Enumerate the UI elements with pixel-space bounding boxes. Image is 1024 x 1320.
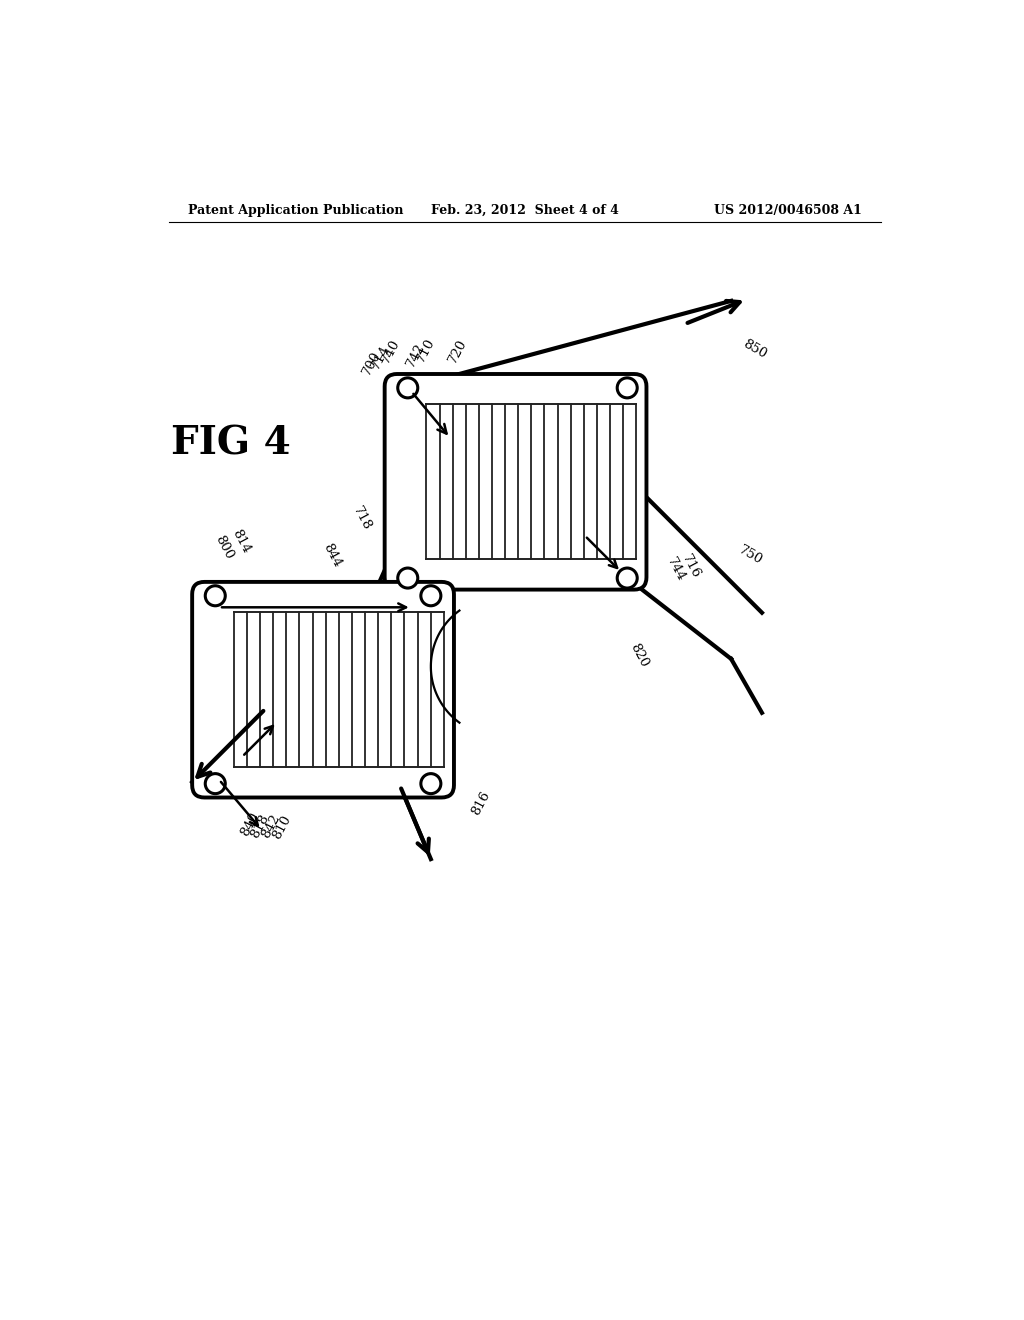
Text: 800: 800 <box>213 533 237 561</box>
Text: 714: 714 <box>369 343 392 371</box>
Circle shape <box>421 586 441 606</box>
Text: 850: 850 <box>740 338 768 362</box>
Text: 840: 840 <box>239 810 261 838</box>
Text: 844: 844 <box>321 541 344 569</box>
Text: 742: 742 <box>403 342 427 370</box>
Text: 716: 716 <box>680 552 702 581</box>
Circle shape <box>617 378 637 397</box>
Circle shape <box>205 586 225 606</box>
Text: US 2012/0046508 A1: US 2012/0046508 A1 <box>714 205 862 218</box>
Text: 700: 700 <box>359 348 383 378</box>
Circle shape <box>617 568 637 589</box>
Text: 750: 750 <box>736 543 765 566</box>
Text: 744: 744 <box>664 556 687 583</box>
Text: 820: 820 <box>627 642 650 669</box>
Text: 814: 814 <box>229 528 252 556</box>
Circle shape <box>397 568 418 589</box>
Circle shape <box>421 774 441 793</box>
Text: 818: 818 <box>248 812 271 840</box>
Text: 842: 842 <box>259 813 283 841</box>
Text: 816: 816 <box>469 789 493 818</box>
Text: Patent Application Publication: Patent Application Publication <box>188 205 403 218</box>
Text: 720: 720 <box>446 337 469 366</box>
FancyBboxPatch shape <box>193 582 454 797</box>
FancyBboxPatch shape <box>385 374 646 590</box>
Circle shape <box>397 378 418 397</box>
Text: 740: 740 <box>379 337 402 366</box>
Text: 710: 710 <box>414 335 437 364</box>
Text: Feb. 23, 2012  Sheet 4 of 4: Feb. 23, 2012 Sheet 4 of 4 <box>431 205 618 218</box>
Text: 718: 718 <box>350 504 373 533</box>
Circle shape <box>205 774 225 793</box>
Text: 810: 810 <box>270 813 294 842</box>
Text: FIG 4: FIG 4 <box>171 424 291 462</box>
